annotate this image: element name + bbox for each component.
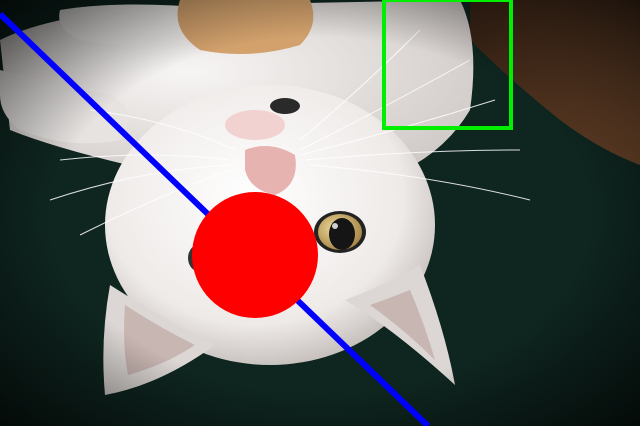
photo-scene bbox=[0, 0, 640, 426]
photo-vignette bbox=[0, 0, 640, 426]
cat-photo bbox=[0, 0, 640, 426]
